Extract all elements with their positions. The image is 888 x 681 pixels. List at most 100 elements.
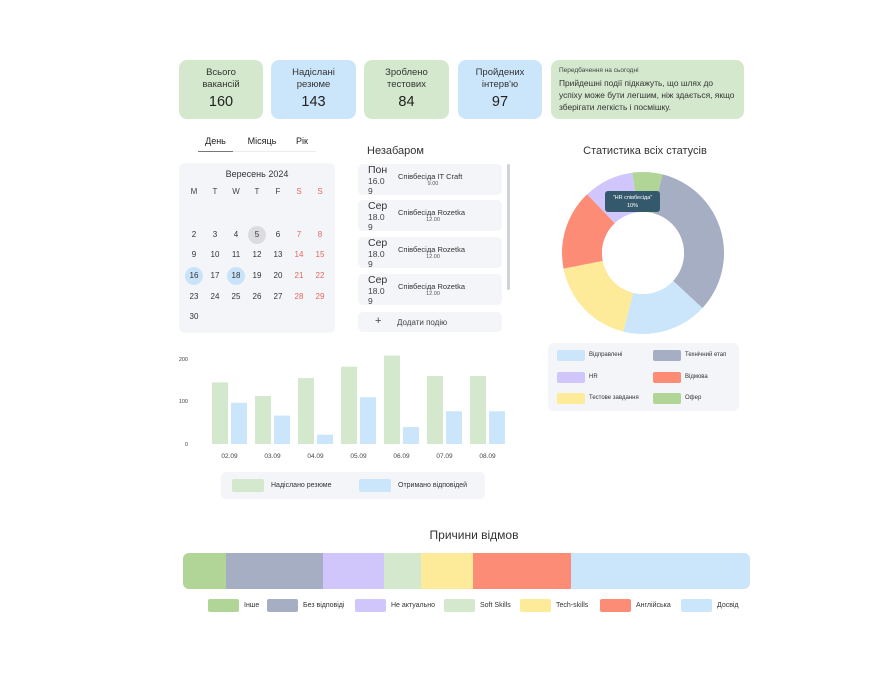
bar-sent[interactable] [255,395,271,444]
tooltip-value: 10% [626,203,638,209]
stat-label: Зроблено тестових [385,67,428,90]
tabs-baseline [198,151,316,152]
legend-swatch [653,372,681,383]
event-time: 9.00 [427,181,439,187]
rejection-legend-swatch [600,599,631,612]
bar-responses[interactable] [403,427,419,444]
donut-hole [602,212,684,294]
calendar-day[interactable]: 18 [227,267,245,285]
calendar-day[interactable]: 27 [273,292,283,301]
stat-label: Пройдених інтерв'ю [475,67,525,90]
calendar: Вересень 2024 M T W T F S S 2 3 4 5 6 7 8 9 10 11 12 13 14 1… [179,163,335,333]
event-weekday: Сер [368,274,388,286]
calendar-day[interactable]: 2 [191,230,197,239]
upcoming-event[interactable]: Сер 18.0 9 Співбесіда Rozetka 12.00 [358,200,502,232]
calendar-day[interactable]: 30 [189,312,199,321]
rejection-legend-swatch [520,599,551,612]
upcoming-event[interactable]: Сер 18.0 9 Співбесіда Rozetka 12.00 [358,274,502,306]
y-tick-label: 200 [179,357,188,363]
calendar-day[interactable]: 14 [294,250,304,259]
event-weekday: Сер [368,237,388,249]
calendar-day[interactable]: 9 [191,250,197,259]
calendar-day[interactable]: 16 [185,267,203,285]
bar-responses[interactable] [231,402,247,444]
tab-month[interactable]: Місяць [247,136,277,146]
bar-sent[interactable] [298,378,314,444]
rejection-segment[interactable] [571,553,750,589]
calendar-day[interactable]: 3 [212,230,218,239]
rejection-segment[interactable] [473,553,572,589]
event-date-tail: 9 [368,222,373,232]
weekday-label: T [254,187,260,196]
calendar-day[interactable]: 10 [210,250,220,259]
bar-sent[interactable] [427,376,443,444]
upcoming-event[interactable]: Пон 16.0 9 Співбесіда IT Craft 9.00 [358,164,502,196]
add-event-button[interactable]: + Додати подію [358,312,502,332]
rejection-legend-swatch [208,599,239,612]
weekday-label: S [296,187,302,196]
donut-slice[interactable] [623,280,703,335]
calendar-day[interactable]: 19 [252,271,262,280]
donut-slice[interactable] [563,260,634,332]
bar-responses[interactable] [274,415,290,444]
calendar-day[interactable]: 23 [189,292,199,301]
calendar-month-title: Вересень 2024 [225,169,289,179]
legend-label-sent: Надіслано резюме [271,482,332,489]
upcoming-event[interactable]: Сер 18.0 9 Співбесіда Rozetka 12.00 [358,237,502,269]
calendar-day[interactable]: 25 [231,292,241,301]
tooltip-label: "HR співбесіда" [612,195,653,201]
rejection-segment[interactable] [226,553,324,589]
calendar-day[interactable]: 4 [233,230,239,239]
calendar-day[interactable]: 24 [210,292,220,301]
tab-year[interactable]: Рік [296,136,308,146]
legend-swatch-responses [359,479,391,492]
rejection-legend-swatch [267,599,298,612]
donut-slice[interactable] [652,174,724,309]
event-name: Співбесіда IT Craft [398,172,463,181]
tab-day[interactable]: День [198,136,233,152]
bar-responses[interactable] [360,397,376,444]
bar-sent[interactable] [384,355,400,444]
event-name: Співбесіда Rozetka [398,282,465,291]
calendar-day[interactable]: 12 [252,250,262,259]
weekday-label: S [317,187,323,196]
rejection-segment[interactable] [420,553,474,589]
legend-swatch [557,372,585,383]
calendar-day[interactable]: 5 [248,226,266,244]
calendar-day[interactable]: 22 [315,271,325,280]
bar-sent[interactable] [470,376,486,444]
bar-responses[interactable] [317,434,333,444]
calendar-day[interactable]: 11 [231,250,241,259]
event-time: 12.00 [426,217,440,223]
rejection-segment[interactable] [323,553,385,589]
legend-label: Відмова [685,374,708,380]
status-chart-title: Статистика всіх статусів [583,145,707,157]
event-date-tail: 9 [368,296,373,306]
calendar-day[interactable]: 21 [294,271,304,280]
calendar-day[interactable]: 15 [315,250,325,259]
calendar-day[interactable]: 6 [275,230,281,239]
rejection-segment[interactable] [183,553,227,589]
bar-sent[interactable] [341,366,357,444]
calendar-day[interactable]: 7 [296,230,302,239]
bar-sent[interactable] [212,382,228,444]
add-event-label: Додати подію [397,318,448,327]
event-name: Співбесіда Rozetka [398,208,465,217]
bar-responses[interactable] [446,411,462,444]
rejection-legend-label: Без відповіді [303,602,345,609]
upcoming-scrollbar[interactable] [507,164,510,290]
bar-responses[interactable] [489,411,505,444]
calendar-day[interactable]: 13 [273,250,283,259]
calendar-day[interactable]: 28 [294,292,304,301]
rejection-segment[interactable] [384,553,421,589]
calendar-day[interactable]: 8 [317,230,323,239]
prediction-card: Передбачення на сьогодні Прийдешні події… [551,60,744,119]
calendar-day[interactable]: 26 [252,292,262,301]
x-tick-label: 05.09 [350,453,367,460]
calendar-day[interactable]: 20 [273,271,283,280]
legend-label: Офер [685,395,702,401]
calendar-day[interactable]: 17 [210,271,220,280]
plus-icon: + [375,315,382,327]
calendar-day[interactable]: 29 [315,292,325,301]
legend-label: Тестове завдання [589,395,639,401]
